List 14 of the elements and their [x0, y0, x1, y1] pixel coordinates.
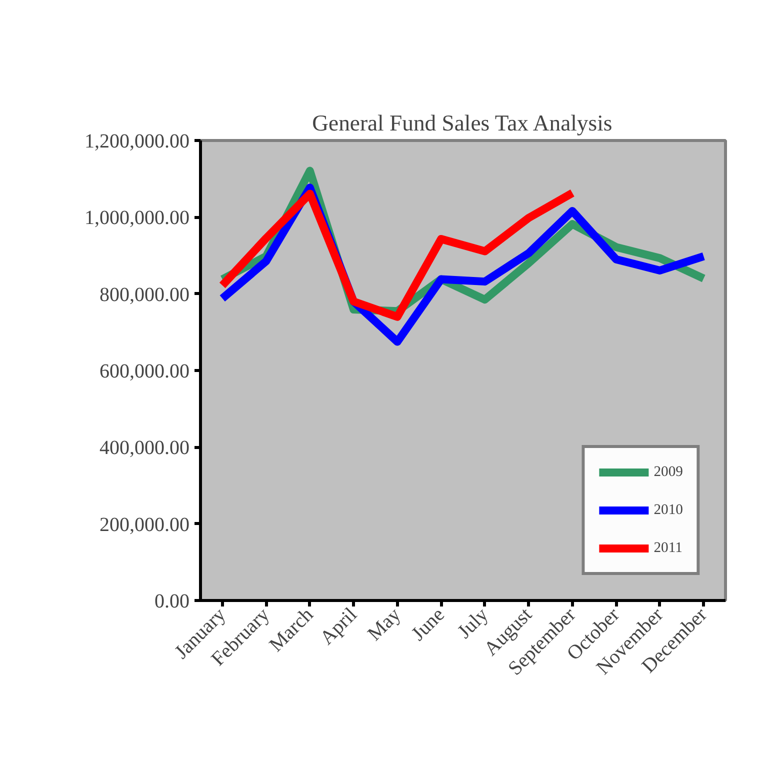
x-tick-label: July: [454, 604, 493, 643]
legend-label: 2009: [654, 464, 683, 480]
x-tick-label: June: [407, 604, 449, 646]
y-tick-label: 200,000.00: [100, 514, 190, 536]
y-tick-label: 0.00: [154, 590, 190, 612]
legend-label: 2010: [654, 502, 683, 518]
y-tick-label: 600,000.00: [100, 360, 190, 382]
chart-title: General Fund Sales Tax Analysis: [312, 110, 612, 136]
y-tick-label: 800,000.00: [100, 284, 190, 306]
y-tick-label: 1,200,000.00: [84, 130, 190, 152]
legend-label: 2011: [654, 540, 682, 556]
y-tick-label: 1,000,000.00: [84, 207, 190, 230]
y-tick-label: 400,000.00: [100, 437, 190, 460]
x-tick-label: May: [364, 604, 406, 646]
